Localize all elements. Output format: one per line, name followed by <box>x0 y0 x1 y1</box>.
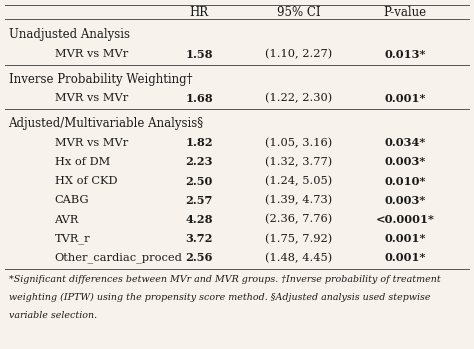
Text: (1.48, 4.45): (1.48, 4.45) <box>265 253 332 263</box>
Text: (1.24, 5.05): (1.24, 5.05) <box>265 176 332 186</box>
Text: variable selection.: variable selection. <box>9 311 97 320</box>
Text: 0.001*: 0.001* <box>384 93 426 104</box>
Text: HX of CKD: HX of CKD <box>55 176 117 186</box>
Text: (1.75, 7.92): (1.75, 7.92) <box>265 233 332 244</box>
Text: (1.32, 3.77): (1.32, 3.77) <box>265 157 332 167</box>
Text: 0.003*: 0.003* <box>384 156 426 168</box>
Text: (1.22, 2.30): (1.22, 2.30) <box>265 93 332 104</box>
Text: 0.003*: 0.003* <box>384 195 426 206</box>
Text: 4.28: 4.28 <box>185 214 213 225</box>
Text: 3.72: 3.72 <box>185 233 213 244</box>
Text: 2.57: 2.57 <box>185 195 213 206</box>
Text: AVR: AVR <box>55 215 79 224</box>
Text: weighting (IPTW) using the propensity score method. §Adjusted analysis used step: weighting (IPTW) using the propensity sc… <box>9 293 430 302</box>
Text: (2.36, 7.76): (2.36, 7.76) <box>265 214 332 225</box>
Text: MVR vs MVr: MVR vs MVr <box>55 138 128 148</box>
Text: 2.56: 2.56 <box>185 252 213 263</box>
Text: 1.68: 1.68 <box>185 93 213 104</box>
Text: *Significant differences between MVr and MVR groups. †Inverse probability of tre: *Significant differences between MVr and… <box>9 275 440 284</box>
Text: 1.82: 1.82 <box>185 137 213 148</box>
Text: P-value: P-value <box>384 6 427 19</box>
Text: (1.10, 2.27): (1.10, 2.27) <box>265 49 332 59</box>
Text: <0.0001*: <0.0001* <box>376 214 435 225</box>
Text: 0.001*: 0.001* <box>384 252 426 263</box>
Text: HR: HR <box>190 6 209 19</box>
Text: 1.58: 1.58 <box>185 49 213 60</box>
Text: 0.001*: 0.001* <box>384 233 426 244</box>
Text: TVR_r: TVR_r <box>55 233 90 244</box>
Text: 0.034*: 0.034* <box>384 137 426 148</box>
Text: Adjusted/Multivariable Analysis§: Adjusted/Multivariable Analysis§ <box>9 117 204 130</box>
Text: Hx of DM: Hx of DM <box>55 157 110 167</box>
Text: Other_cardiac_proced: Other_cardiac_proced <box>55 253 182 263</box>
Text: 2.50: 2.50 <box>185 176 213 187</box>
Text: 95% CI: 95% CI <box>277 6 320 19</box>
Text: 2.23: 2.23 <box>185 156 213 168</box>
Text: (1.05, 3.16): (1.05, 3.16) <box>265 138 332 148</box>
Text: MVR vs MVr: MVR vs MVr <box>55 49 128 59</box>
Text: Unadjusted Analysis: Unadjusted Analysis <box>9 28 129 42</box>
Text: Inverse Probability Weighting†: Inverse Probability Weighting† <box>9 73 192 86</box>
Text: 0.013*: 0.013* <box>384 49 426 60</box>
Text: MVR vs MVr: MVR vs MVr <box>55 94 128 103</box>
Text: (1.39, 4.73): (1.39, 4.73) <box>265 195 332 206</box>
Text: CABG: CABG <box>55 195 89 205</box>
Text: 0.010*: 0.010* <box>384 176 426 187</box>
